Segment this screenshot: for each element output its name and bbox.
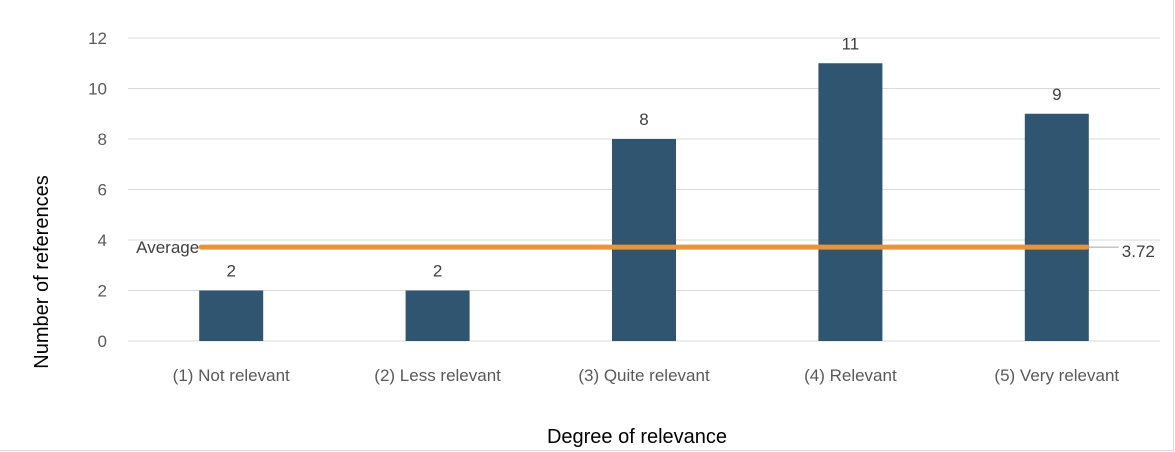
average-series: Average 3.72 (136, 238, 1155, 261)
data-label: 11 (842, 34, 860, 53)
y-tick-labels: 0 2 4 6 8 10 12 (88, 29, 107, 351)
data-labels: 2 2 8 11 9 (226, 34, 1061, 280)
bar (818, 63, 883, 341)
y-tick-label: 0 (98, 332, 107, 351)
average-value-label: 3.72 (1122, 242, 1155, 261)
bar (199, 290, 264, 341)
bars (199, 63, 1089, 341)
y-axis-title: Number of references (31, 175, 53, 368)
data-label: 9 (1052, 85, 1061, 104)
x-tick-label: (1) Not relevant (173, 366, 290, 385)
data-label: 2 (433, 262, 442, 281)
y-tick-label: 4 (98, 231, 107, 250)
x-tick-label: (4) Relevant (804, 366, 897, 385)
bar (405, 290, 470, 341)
y-tick-label: 10 (88, 80, 107, 99)
average-label: Average (136, 238, 199, 257)
x-tick-labels: (1) Not relevant (2) Less relevant (3) Qui… (173, 366, 1120, 385)
data-label: 8 (639, 110, 648, 129)
x-tick-label: (5) Very relevant (994, 366, 1119, 385)
x-axis-title: Degree of relevance (547, 426, 727, 448)
y-tick-label: 12 (88, 29, 107, 48)
bar (612, 139, 676, 341)
y-tick-label: 8 (98, 130, 107, 149)
x-tick-label: (3) Quite relevant (578, 366, 710, 385)
data-label: 2 (226, 262, 235, 281)
x-tick-label: (2) Less relevant (374, 366, 501, 385)
y-tick-label: 2 (98, 282, 107, 301)
bar (1024, 113, 1089, 341)
y-tick-label: 6 (98, 181, 107, 200)
